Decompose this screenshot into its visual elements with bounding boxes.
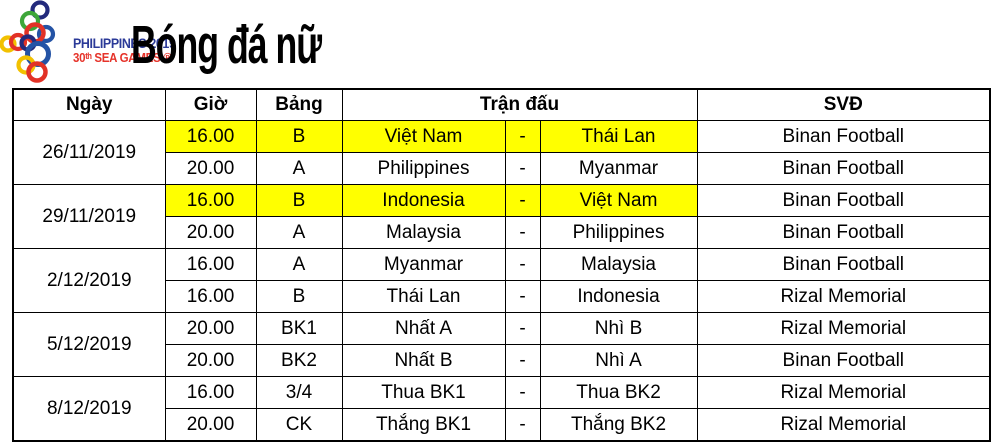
col-header-venue: SVĐ [696,88,991,121]
page-title: Bóng đá nữ [131,15,322,75]
away-team-cell: Nhì A [539,344,698,377]
time-cell: 20.00 [164,152,257,185]
venue-cell: Binan Football [696,120,991,153]
logo-30th-sea-games: 30ᵗʰ SEA GAMES ® [73,50,172,65]
venue-cell: Binan Football [696,344,991,377]
group-cell: A [255,216,343,249]
seagames-logo-text: PHILIPPINES 2019 30ᵗʰ SEA GAMES ® [73,36,184,65]
venue-cell: Rizal Memorial [696,312,991,345]
away-team-cell: Nhì B [539,312,698,345]
separator-cell: - [504,248,541,281]
venue-cell: Binan Football [696,184,991,217]
away-team-cell: Philippines [539,216,698,249]
time-cell: 20.00 [164,216,257,249]
venue-cell: Rizal Memorial [696,408,991,442]
away-team-cell: Thua BK2 [539,376,698,409]
separator-cell: - [504,280,541,313]
col-header-group: Bảng [255,88,343,121]
time-cell: 16.00 [164,280,257,313]
away-team-cell: Myanmar [539,152,698,185]
home-team-cell: Malaysia [341,216,506,249]
schedule-table: Ngày Giờ Bảng Trận đấu SVĐ 26/11/2019 16… [12,88,992,442]
away-team-cell: Việt Nam [539,184,698,217]
group-cell: BK2 [255,344,343,377]
table-row: 20.00 BK2 Nhất B - Nhì A Binan Football [13,344,991,377]
header-row: Ngày Giờ Bảng Trận đấu SVĐ [12,88,991,121]
home-team-cell: Indonesia [341,184,506,217]
group-cell: B [255,184,343,217]
table-row: 20.00 CK Thắng BK1 - Thắng BK2 Rizal Mem… [13,408,991,442]
table-row: 5/12/2019 20.00 BK1 Nhất A - Nhì B Rizal… [12,312,991,377]
date-cell: 8/12/2019 [12,376,166,442]
time-cell: 16.00 [164,120,257,153]
table-row: 26/11/2019 16.00 B Việt Nam - Thái Lan B… [12,120,991,185]
table-row: 2/12/2019 16.00 A Myanmar - Malaysia Bin… [12,248,991,313]
home-team-cell: Thắng BK1 [341,408,506,442]
separator-cell: - [504,216,541,249]
separator-cell: - [504,344,541,377]
col-header-match: Trận đấu [341,88,698,121]
date-cell: 5/12/2019 [12,312,166,377]
venue-cell: Rizal Memorial [696,376,991,409]
table-row: 29/11/2019 16.00 B Indonesia - Việt Nam … [12,184,991,249]
time-cell: 16.00 [164,184,257,217]
home-team-cell: Myanmar [341,248,506,281]
home-team-cell: Nhất A [341,312,506,345]
home-team-cell: Thua BK1 [341,376,506,409]
group-cell: BK1 [255,312,343,345]
time-cell: 16.00 [164,248,257,281]
time-cell: 20.00 [164,408,257,442]
time-cell: 16.00 [164,376,257,409]
separator-cell: - [504,408,541,442]
table-row: 8/12/2019 16.00 3/4 Thua BK1 - Thua BK2 … [12,376,991,442]
home-team-cell: Việt Nam [341,120,506,153]
separator-cell: - [504,152,541,185]
date-cell: 2/12/2019 [12,248,166,313]
venue-cell: Binan Football [696,248,991,281]
table-row: 20.00 A Philippines - Myanmar Binan Foot… [13,152,991,185]
away-team-cell: Indonesia [539,280,698,313]
seagames-rings-icon [0,0,56,83]
group-cell: A [255,152,343,185]
group-cell: B [255,120,343,153]
group-cell: A [255,248,343,281]
date-cell: 29/11/2019 [12,184,166,249]
venue-cell: Binan Football [696,216,991,249]
time-cell: 20.00 [164,344,257,377]
separator-cell: - [504,120,541,153]
separator-cell: - [504,184,541,217]
seagames-logo [0,0,72,86]
group-cell: 3/4 [255,376,343,409]
away-team-cell: Thắng BK2 [539,408,698,442]
table-row: 20.00 A Malaysia - Philippines Binan Foo… [13,216,991,249]
home-team-cell: Thái Lan [341,280,506,313]
group-cell: B [255,280,343,313]
date-cell: 26/11/2019 [12,120,166,185]
separator-cell: - [504,312,541,345]
group-cell: CK [255,408,343,442]
col-header-time: Giờ [164,88,257,121]
away-team-cell: Malaysia [539,248,698,281]
away-team-cell: Thái Lan [539,120,698,153]
venue-cell: Rizal Memorial [696,280,991,313]
venue-cell: Binan Football [696,152,991,185]
home-team-cell: Nhất B [341,344,506,377]
col-header-date: Ngày [12,88,166,121]
table-row: 16.00 B Thái Lan - Indonesia Rizal Memor… [13,280,991,313]
separator-cell: - [504,376,541,409]
home-team-cell: Philippines [341,152,506,185]
time-cell: 20.00 [164,312,257,345]
logo-philippines-2019: PHILIPPINES 2019 [73,36,176,51]
